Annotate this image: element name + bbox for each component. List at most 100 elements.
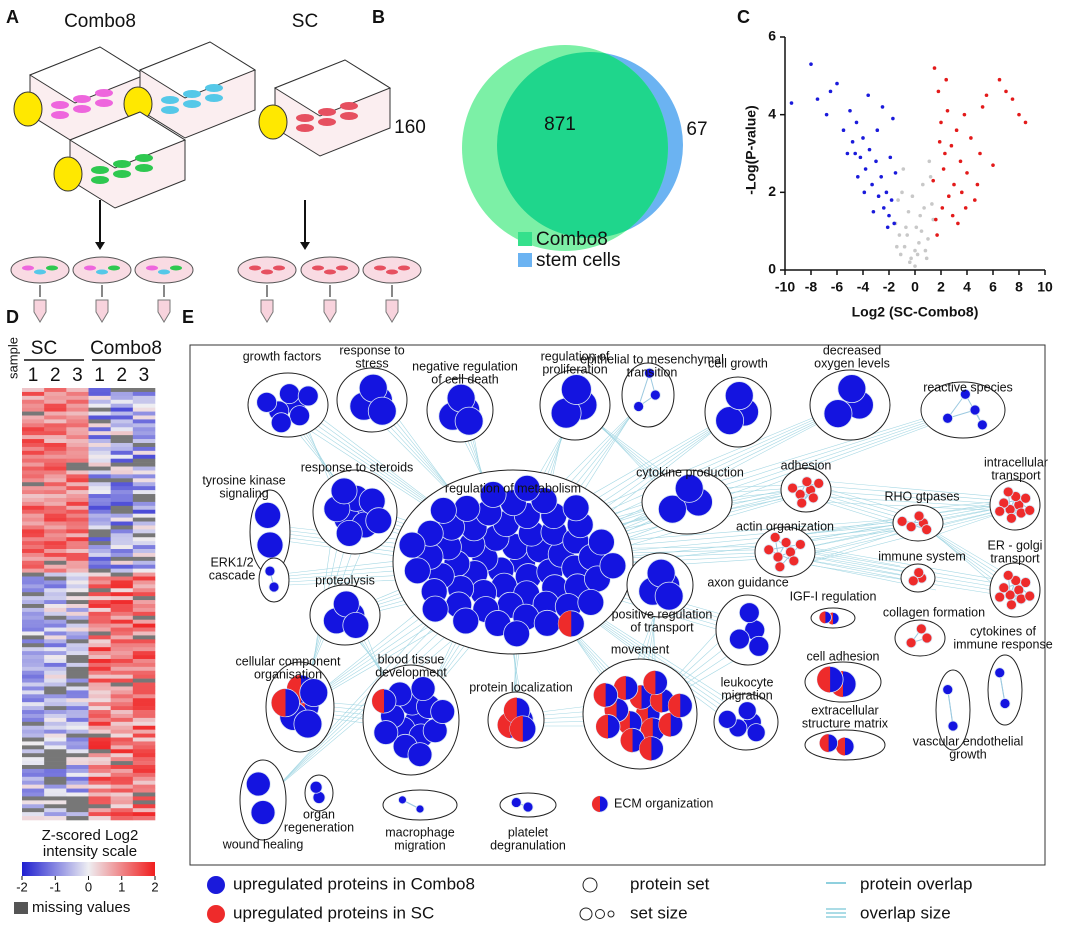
heatmap-cell (110, 407, 134, 412)
heatmap-cell (88, 658, 111, 664)
set-label: IGF-I regulation (790, 589, 877, 603)
point (885, 225, 890, 230)
heatmap-cell (22, 446, 45, 452)
legend-label: stem cells (536, 250, 620, 271)
protein-node (430, 497, 457, 524)
heatmap-cell (132, 780, 156, 785)
point (984, 93, 989, 98)
heatmap-cell (110, 501, 134, 507)
heatmap-cell (22, 533, 45, 538)
protein-node (270, 412, 292, 434)
set-label: cascade (209, 568, 256, 582)
heatmap-cell (88, 757, 111, 762)
point (945, 108, 950, 113)
heatmap-cell (22, 568, 45, 573)
set-label: vascular endothelial (913, 734, 1024, 748)
heatmap-cell (88, 600, 111, 605)
heatmap-cell (66, 419, 89, 424)
legend-label: set size (630, 903, 688, 922)
protein-node (994, 591, 1006, 603)
heatmap-cell (22, 388, 45, 393)
protein-node (297, 385, 319, 407)
y-tick-label: 6 (768, 28, 776, 44)
cells (146, 265, 158, 271)
panel-letter: E (182, 307, 194, 327)
set-label: proteolysis (315, 573, 375, 587)
heatmap-cell (66, 568, 89, 573)
point (862, 190, 867, 195)
heatmap-cell (132, 706, 156, 711)
legend-swatch (518, 232, 532, 246)
heatmap-cell (44, 804, 67, 809)
set-label: transport (990, 551, 1040, 565)
set-label: macrophage (385, 825, 455, 839)
heatmap-cell (132, 804, 156, 809)
heatmap-cell (110, 615, 134, 621)
heatmap-cell (110, 635, 134, 640)
protein-node (479, 481, 507, 508)
heatmap-cell (22, 411, 45, 416)
point (980, 105, 985, 109)
heatmap-cell (88, 784, 111, 789)
heatmap-cell (132, 670, 156, 675)
heatmap-cell (88, 478, 111, 483)
heatmap-cell (132, 761, 156, 766)
heatmap-cell (22, 399, 45, 405)
heatmap-cell (132, 490, 156, 495)
heatmap-cell (44, 753, 67, 758)
heatmap-cell (88, 780, 111, 785)
y-tick-label: 4 (768, 105, 776, 121)
protein-node (403, 557, 431, 585)
heatmap-cell (22, 431, 45, 436)
heatmap-cell (88, 419, 111, 424)
heatmap-cell (66, 541, 89, 546)
heatmap-cell (44, 757, 67, 762)
point (947, 194, 951, 199)
point (1010, 97, 1015, 101)
heatmap-cell (44, 513, 67, 518)
heatmap-cell (110, 494, 134, 499)
heatmap-cell (66, 600, 89, 605)
heatmap-cell (66, 399, 89, 405)
heatmap-cell (22, 560, 45, 566)
set-label: platelet (508, 825, 549, 839)
heatmap-cell (66, 556, 89, 562)
heatmap-cell (44, 694, 67, 699)
heatmap-cell (110, 741, 134, 746)
protein-node (748, 635, 770, 657)
heatmap-cell (132, 651, 156, 656)
legend-set (595, 909, 605, 919)
tube (33, 299, 47, 323)
set-label: migration (394, 838, 445, 852)
heatmap-cell (88, 804, 111, 809)
heatmap-cell (22, 478, 45, 483)
culture-drawing (10, 41, 422, 323)
cells (318, 118, 336, 126)
set-label: reactive species (923, 380, 1013, 394)
protein-node (813, 477, 825, 489)
heatmap-cell (88, 568, 111, 573)
heatmap-cell (110, 427, 134, 432)
venn-count: 67 (686, 119, 707, 140)
heatmap-cell (110, 698, 134, 703)
protein-node (415, 804, 425, 814)
heatmap-cell (44, 415, 67, 420)
heatmap-cell (132, 478, 156, 483)
x-tick-label: 8 (1015, 279, 1023, 295)
heatmap-cell (110, 415, 134, 420)
heatmap-cell (110, 525, 134, 530)
legend-label: upregulated proteins in Combo8 (233, 874, 475, 893)
heatmap-cell (22, 757, 45, 762)
cells (183, 100, 201, 108)
protein-node (256, 391, 278, 413)
heatmap-cell (132, 749, 156, 754)
set-label: signaling (219, 486, 268, 500)
heatmap-cell (22, 698, 45, 703)
heatmap-cell (88, 537, 111, 542)
heatmap-cell (44, 713, 67, 719)
heatmap-cell (44, 662, 67, 668)
heatmap-cell (44, 576, 67, 581)
heatmap-cell (22, 780, 45, 785)
heatmap-cell (66, 549, 89, 554)
heatmap-cell (66, 655, 89, 660)
